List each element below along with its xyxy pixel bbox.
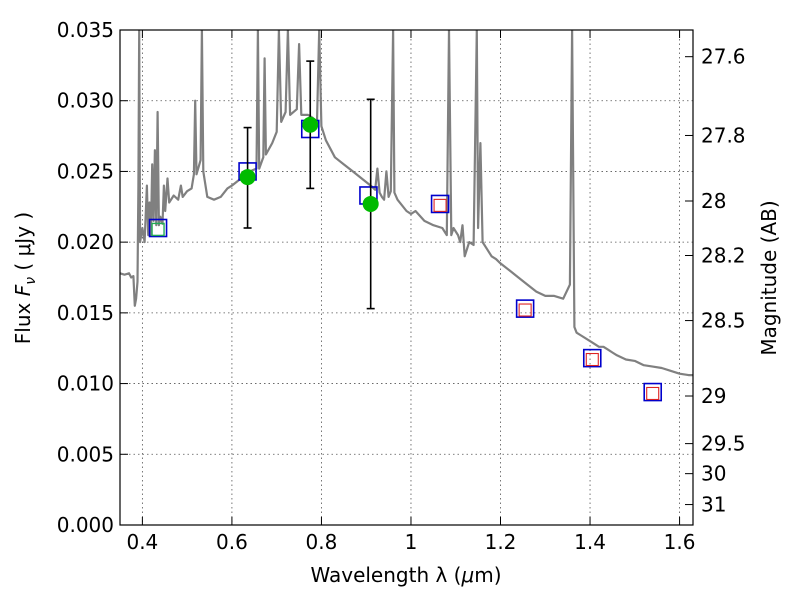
y-tick-label: 0.035 bbox=[57, 18, 114, 42]
plot-background bbox=[120, 30, 693, 525]
detection-point bbox=[362, 195, 379, 212]
y-tick-label: 0.015 bbox=[57, 301, 114, 325]
y2-axis-label: Magnitude (AB) bbox=[757, 200, 781, 355]
x-tick-label: 1.6 bbox=[664, 530, 696, 554]
y2-tick-label: 28 bbox=[701, 189, 726, 213]
x-axis-label: Wavelength λ (μm) bbox=[310, 563, 501, 587]
detection-point bbox=[239, 169, 256, 186]
ticks: 0.4 0.6 0.8 1 1.2 1.4 1.6 0.000 0.005 0.010 0.015 0… bbox=[57, 18, 746, 554]
y2-tick-label: 28.2 bbox=[701, 244, 746, 268]
y2-tick-label: 31 bbox=[701, 493, 726, 517]
y2-tick-label: 28.5 bbox=[701, 309, 746, 333]
detection-point bbox=[302, 116, 319, 133]
y-tick-label: 0.005 bbox=[57, 442, 114, 466]
y2-tick-label: 29 bbox=[701, 384, 726, 408]
data-layer bbox=[120, 30, 693, 402]
plot-frame bbox=[119, 29, 694, 526]
model-photometry-box bbox=[430, 194, 450, 214]
observed-photometry-box bbox=[646, 386, 660, 401]
upper-limit-box bbox=[151, 222, 165, 237]
y2-tick-label: 29.5 bbox=[701, 432, 746, 456]
x-tick-label: 0.8 bbox=[306, 530, 338, 554]
y-tick-label: 0.020 bbox=[57, 230, 114, 254]
y2-tick-label: 30 bbox=[701, 462, 726, 486]
observed-photometry-box bbox=[585, 352, 599, 367]
x-tick-label: 0.6 bbox=[216, 530, 248, 554]
observed-photometry-box bbox=[518, 303, 532, 317]
model-photometry-box bbox=[515, 299, 535, 318]
model-photometry-box bbox=[148, 218, 168, 238]
y-tick-label: 0.010 bbox=[57, 372, 114, 396]
x-tick-label: 1.2 bbox=[485, 530, 517, 554]
y-tick-label: 0.030 bbox=[57, 89, 114, 113]
y2-tick-label: 27.6 bbox=[701, 45, 746, 69]
x-tick-label: 1.4 bbox=[574, 530, 606, 554]
y-tick-label: 0.000 bbox=[57, 513, 114, 537]
observed-photometry-box bbox=[433, 198, 447, 212]
x-tick-label: 0.4 bbox=[126, 530, 158, 554]
y-axis-label: Flux Fν ( μJy ) bbox=[11, 212, 39, 344]
y-tick-label: 0.025 bbox=[57, 159, 114, 183]
model-photometry-box bbox=[582, 348, 602, 368]
y2-tick-label: 27.8 bbox=[701, 123, 746, 147]
x-tick-label: 1 bbox=[405, 530, 418, 554]
model-photometry-box bbox=[643, 382, 663, 402]
